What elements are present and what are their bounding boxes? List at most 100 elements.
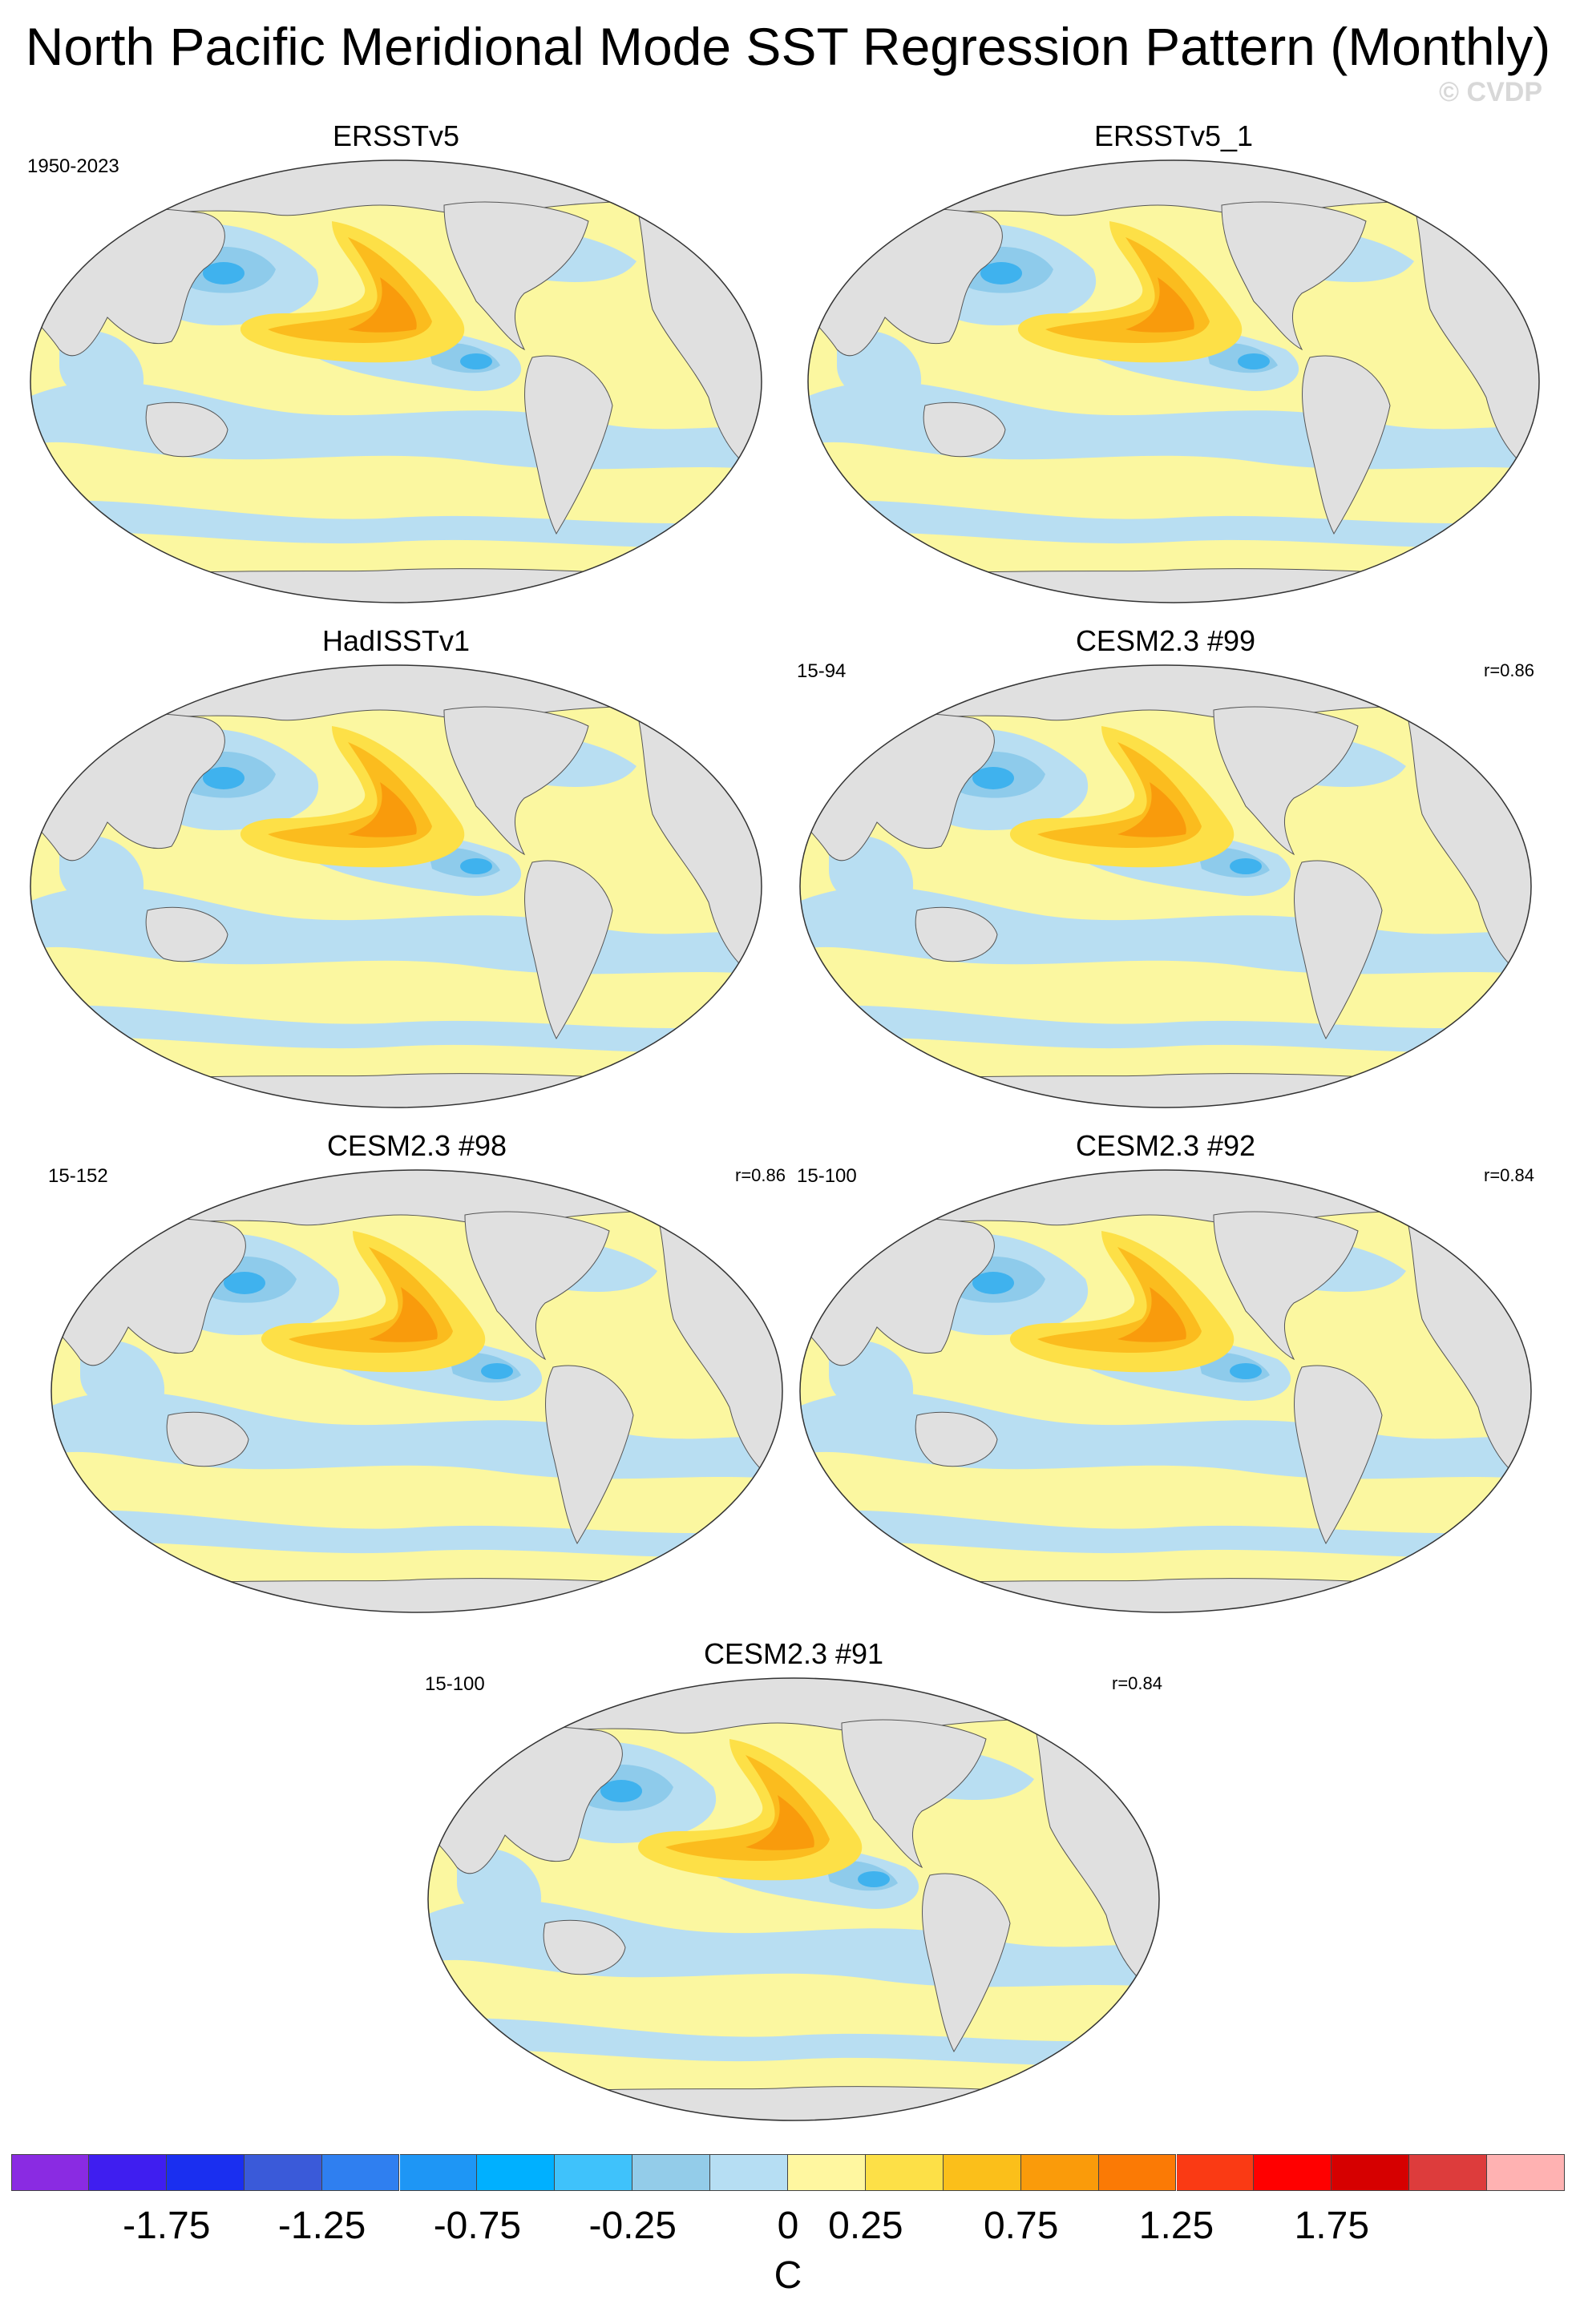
colorbar-box: [399, 2154, 478, 2191]
figure-title: North Pacific Meridional Mode SST Regres…: [25, 17, 1551, 76]
map-outline: [807, 159, 1540, 603]
map-panel-hadisstv1: HadISSTv1: [27, 623, 765, 1112]
colorbar-tick-label: -1.25: [277, 2205, 366, 2247]
panel-title: CESM2.3 #91: [703, 1637, 884, 1670]
warm-peak: [1125, 277, 1194, 333]
warm-peak: [369, 1287, 438, 1342]
colorbar-tick-label: -0.25: [588, 2205, 677, 2247]
antarctica-land: [800, 1073, 1531, 1108]
colorbar-tick-label: 1.75: [1294, 2205, 1370, 2247]
map-outline: [799, 664, 1532, 1108]
sst-map: [51, 1169, 783, 1613]
colorbar-units: C: [774, 2254, 802, 2297]
map-outline: [51, 1169, 783, 1613]
cool-peak: [980, 262, 1022, 284]
colorbar-box: [865, 2154, 944, 2191]
cool-anomaly-southern-ocean: [51, 1510, 782, 1558]
australia-land: [145, 401, 228, 458]
map-panel-cesm23-91: CESM2.3 #91 15-100 r=0.84: [425, 1636, 1162, 2125]
south-america-land: [922, 1873, 1011, 2053]
panel-correlation: r=0.84: [1112, 1673, 1162, 1693]
colorbar: [11, 2154, 1565, 2191]
sst-map: [799, 1169, 1532, 1613]
colorbar-box: [1254, 2154, 1332, 2191]
colorbar-tick-label: 0.25: [828, 2205, 903, 2247]
north-america-land: [1213, 1211, 1359, 1361]
south-america-land: [524, 355, 613, 535]
south-america-land: [1294, 1365, 1383, 1545]
sst-field: [428, 1678, 1159, 2120]
north-america-land: [1221, 201, 1367, 351]
map-outline: [30, 664, 762, 1108]
warm-peak: [348, 277, 417, 333]
north-america-land: [443, 201, 589, 351]
warm-peak: [348, 782, 417, 837]
panel-correlation: r=0.86: [735, 1165, 786, 1185]
colorbar-box: [710, 2154, 788, 2191]
colorbar-box: [1098, 2154, 1177, 2191]
north-america-land: [443, 706, 589, 856]
north-america-land: [464, 1211, 610, 1361]
colorbar-box: [88, 2154, 167, 2191]
north-america-land: [1213, 706, 1359, 856]
map-panel-ersstv5-1: ERSSTv5_1: [805, 119, 1542, 607]
map-panel-ersstv5: ERSSTv5 1950-2023: [27, 119, 765, 607]
colorbar-box: [1176, 2154, 1255, 2191]
sst-field: [800, 1170, 1531, 1612]
colorbar-box: [632, 2154, 711, 2191]
colorbar-tick-label: -0.75: [433, 2205, 522, 2247]
antarctica-land: [800, 1578, 1531, 1612]
antarctica-land: [51, 1578, 782, 1612]
colorbar-box: [1020, 2154, 1099, 2191]
australia-land: [145, 906, 228, 962]
antarctica-land: [30, 1073, 762, 1108]
cool-peak-east: [460, 858, 492, 874]
australia-land: [915, 906, 998, 962]
map-outline: [30, 159, 762, 603]
colorbar-box: [321, 2154, 400, 2191]
panel-period: 15-152: [48, 1165, 108, 1187]
north-america-land: [841, 1719, 987, 1869]
cool-anomaly-southern-ocean: [30, 1005, 762, 1053]
south-america-land: [1294, 860, 1383, 1040]
cool-peak-east: [481, 1363, 513, 1379]
colorbar-box: [11, 2154, 89, 2191]
map-panel-cesm23-92: CESM2.3 #92 15-100 r=0.84: [797, 1128, 1534, 1617]
panel-title: HadISSTv1: [321, 624, 471, 657]
colorbar-tick-label: 1.25: [1138, 2205, 1214, 2247]
cool-peak: [224, 1272, 265, 1294]
warm-peak: [1117, 1287, 1186, 1342]
cool-anomaly-southern-ocean: [800, 1510, 1531, 1558]
panel-title: ERSSTv5_1: [1093, 119, 1254, 152]
panel-period: 1950-2023: [27, 155, 119, 177]
colorbar-box: [166, 2154, 244, 2191]
australia-land: [923, 401, 1006, 458]
sst-map: [807, 159, 1540, 603]
colorbar-box: [788, 2154, 866, 2191]
south-america-land: [1302, 355, 1391, 535]
cool-peak-east: [460, 353, 492, 369]
sst-field: [30, 665, 762, 1108]
colorbar-box: [1409, 2154, 1488, 2191]
australia-land: [543, 1919, 626, 1975]
panel-title: ERSSTv5: [332, 119, 460, 152]
panel-correlation: r=0.86: [1484, 660, 1534, 680]
sst-field: [51, 1170, 782, 1612]
colorbar-box: [1332, 2154, 1410, 2191]
map-panel-cesm23-99: CESM2.3 #99 15-94 r=0.86: [797, 623, 1534, 1112]
warm-peak: [1117, 782, 1186, 837]
cool-anomaly-southern-ocean: [808, 500, 1539, 548]
antarctica-land: [428, 2086, 1159, 2120]
cool-anomaly-southern-ocean: [428, 2018, 1159, 2066]
panel-period: 15-94: [797, 660, 847, 682]
cool-peak: [972, 1272, 1014, 1294]
map-outline: [427, 1677, 1160, 2121]
south-america-land: [524, 860, 613, 1040]
panel-correlation: r=0.84: [1484, 1165, 1534, 1185]
panel-title: CESM2.3 #92: [1075, 1129, 1256, 1162]
colorbar-box: [555, 2154, 633, 2191]
cool-peak-east: [1230, 1363, 1262, 1379]
colorbar-box: [943, 2154, 1021, 2191]
colorbar-tick-label: -1.75: [123, 2205, 211, 2247]
sst-map: [427, 1677, 1160, 2121]
